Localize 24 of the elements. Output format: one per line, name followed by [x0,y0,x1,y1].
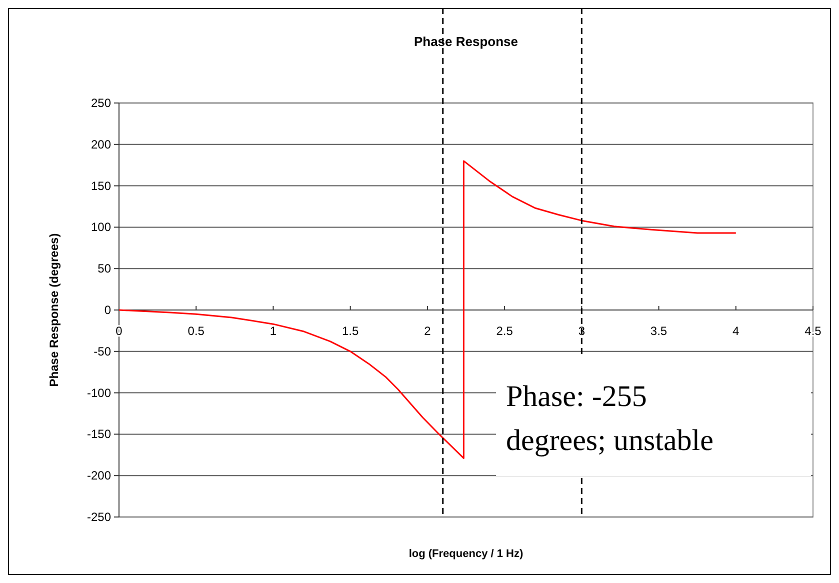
y-tick-label: -50 [94,344,112,358]
x-tick-label: 2 [424,324,432,338]
y-tick-label: 50 [98,262,112,276]
y-tick-label: 0 [104,303,112,317]
x-axis-title: log (Frequency / 1 Hz) [408,548,524,560]
x-tick-label: 4 [732,324,740,338]
y-axis-title: Phase Response (degrees) [47,233,61,387]
y-tick-label: -150 [86,427,112,442]
x-tick-label: 0.5 [188,324,205,338]
y-tick-label: -200 [86,468,112,483]
x-tick-label: 2.5 [496,324,514,338]
y-tick-label: 200 [90,137,112,152]
y-tick-label: 150 [90,178,112,193]
x-tick-label: 1.5 [342,324,359,338]
x-tick-label: 4.5 [804,324,822,338]
annotation: Phase: -255 degrees; unstable [506,380,714,457]
y-tick-label: 250 [90,96,112,110]
y-tick-label: 100 [90,220,112,234]
chart-title: Phase Response [414,34,518,49]
y-tick-label: -250 [86,510,112,524]
line-series [118,160,737,459]
y-tick-label: -100 [86,386,112,400]
x-tick-label: 1 [270,324,277,338]
x-tick-label: 3.5 [650,324,668,338]
